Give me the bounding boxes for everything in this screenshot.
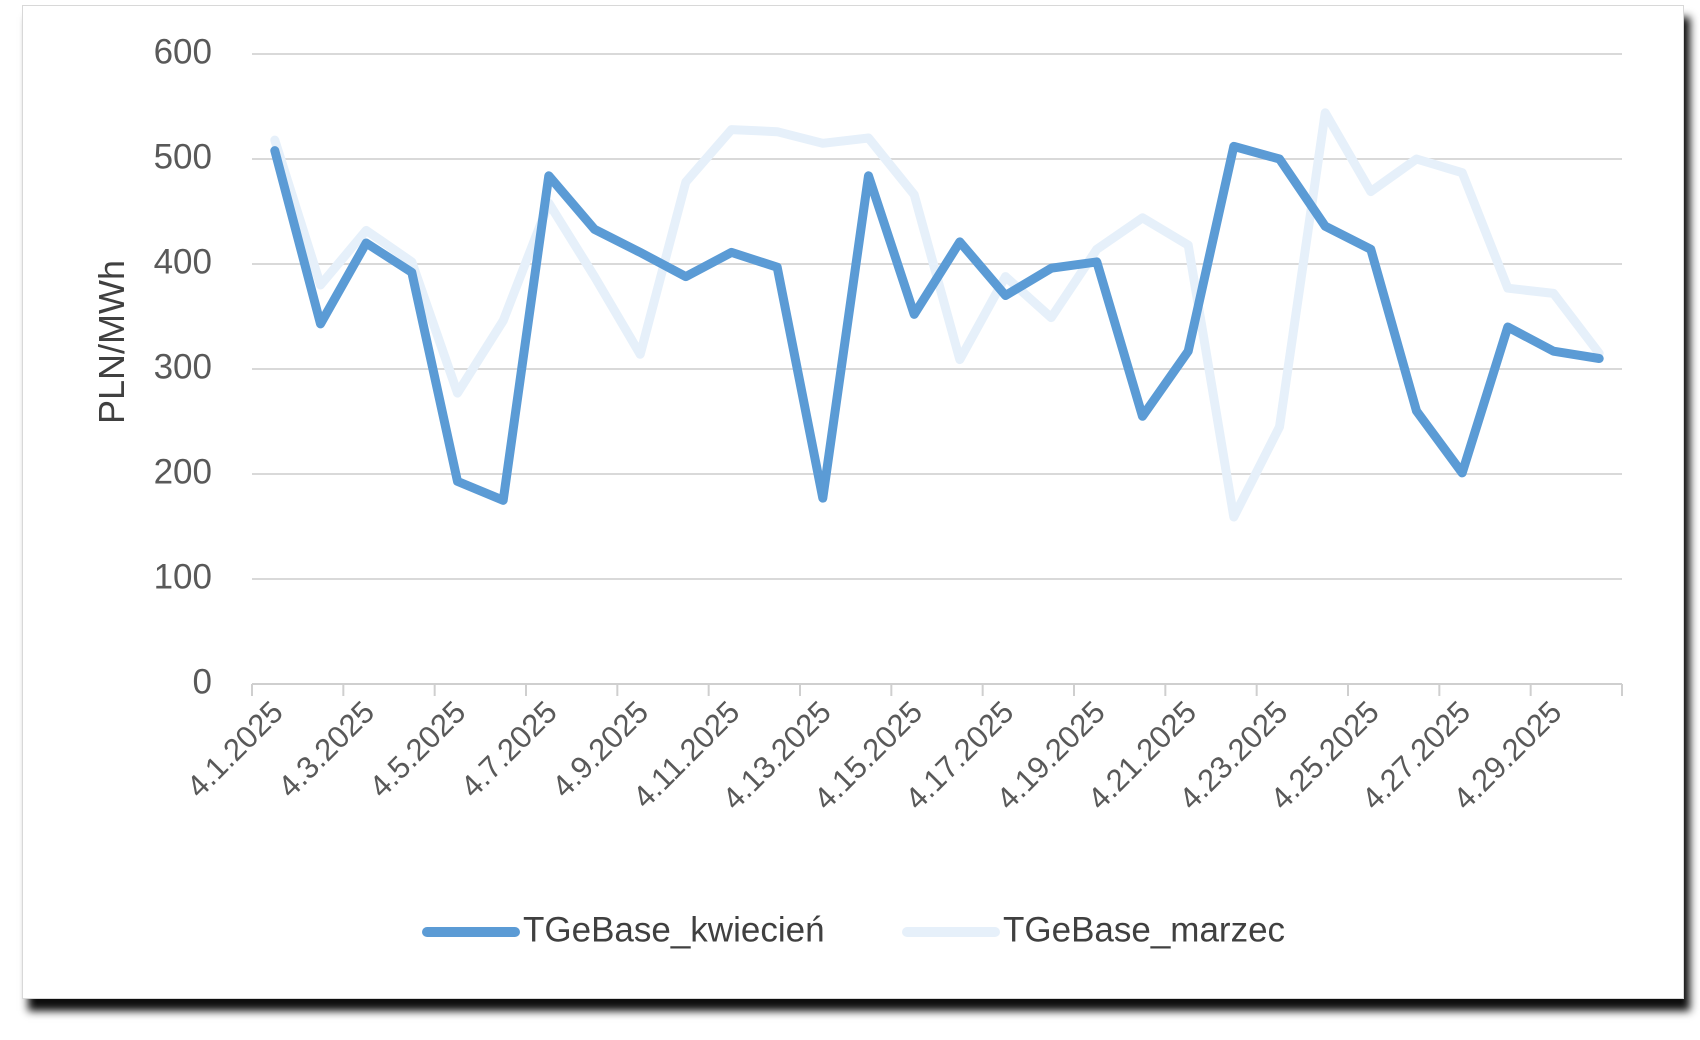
y-tick-label: 200 (154, 452, 212, 491)
x-tick-label: 4.3.2025 (271, 694, 381, 804)
data-point (639, 251, 641, 253)
series-line (270, 108, 1604, 522)
y-tick-label: 300 (154, 347, 212, 386)
data-point (685, 276, 687, 278)
data-point (822, 497, 824, 499)
data-point (411, 271, 413, 273)
data-point (548, 175, 550, 177)
data-point (1233, 516, 1235, 518)
data-point (1416, 158, 1417, 160)
data-point (365, 229, 367, 231)
data-point (1142, 415, 1143, 417)
data-point (502, 320, 504, 322)
data-point (320, 284, 321, 286)
data-point (457, 392, 458, 394)
data-point (868, 137, 869, 139)
data-point (1279, 426, 1280, 428)
data-point (1279, 158, 1280, 160)
x-tick-label: 4.1.2025 (180, 694, 290, 804)
data-point (1187, 350, 1189, 352)
data-point (776, 266, 778, 268)
data-point (594, 228, 595, 230)
data-point (913, 194, 915, 196)
y-axis-label: PLN/MWh (91, 260, 132, 424)
x-axis-ticks: 4.1.20254.3.20254.5.20254.7.20254.9.2025… (180, 694, 1569, 816)
y-tick-label: 0 (193, 662, 212, 701)
data-point (274, 139, 276, 141)
legend-label: TGeBase_kwiecień (523, 910, 825, 949)
data-point (959, 241, 961, 243)
data-point (1005, 295, 1006, 296)
data-point (1461, 172, 1463, 174)
data-point (502, 499, 504, 501)
data-point (1142, 217, 1143, 219)
data-point (1096, 261, 1098, 263)
gridlines (252, 53, 1622, 580)
data-point (731, 251, 732, 253)
data-point (1370, 248, 1372, 250)
data-point (959, 359, 961, 361)
data-point (776, 131, 778, 133)
data-point (731, 129, 732, 131)
data-point (1507, 326, 1509, 328)
data-point (457, 480, 458, 482)
data-point (1507, 287, 1509, 289)
x-axis-tickmarks (251, 684, 1623, 696)
data-point (1233, 145, 1235, 147)
data-point (1461, 472, 1463, 474)
data-point (1553, 292, 1554, 294)
data-point (1598, 358, 1600, 359)
data-point (868, 175, 869, 177)
y-axis-ticks: 0 100 200 300 400 500 600 (154, 32, 212, 701)
series-lines (270, 108, 1604, 522)
data-point (1187, 244, 1189, 246)
y-tick-label: 100 (154, 557, 212, 596)
legend: TGeBase_kwiecień TGeBase_marzec (422, 910, 1285, 949)
data-point (1050, 267, 1052, 269)
data-point (1005, 276, 1006, 278)
y-tick-label: 600 (154, 32, 212, 71)
y-tick-label: 500 (154, 137, 212, 176)
data-point (594, 276, 595, 278)
data-point (1370, 191, 1372, 193)
legend-label: TGeBase_marzec (1003, 910, 1285, 949)
x-tick-label: 4.7.2025 (454, 694, 564, 804)
data-point (685, 181, 687, 183)
data-point (1553, 350, 1554, 352)
data-point (274, 150, 276, 152)
x-tick-label: 4.5.2025 (362, 694, 472, 804)
data-point (822, 142, 824, 144)
data-point (365, 242, 367, 244)
data-point (1324, 112, 1326, 114)
y-tick-label: 400 (154, 242, 212, 281)
data-point (1324, 225, 1326, 227)
data-point (1096, 248, 1098, 250)
data-point (320, 323, 321, 325)
data-point (1416, 410, 1417, 412)
data-point (1050, 317, 1052, 319)
data-point (411, 261, 413, 263)
series-line (270, 141, 1604, 505)
data-point (639, 353, 641, 355)
data-point (913, 313, 915, 315)
data-point (1598, 352, 1600, 354)
